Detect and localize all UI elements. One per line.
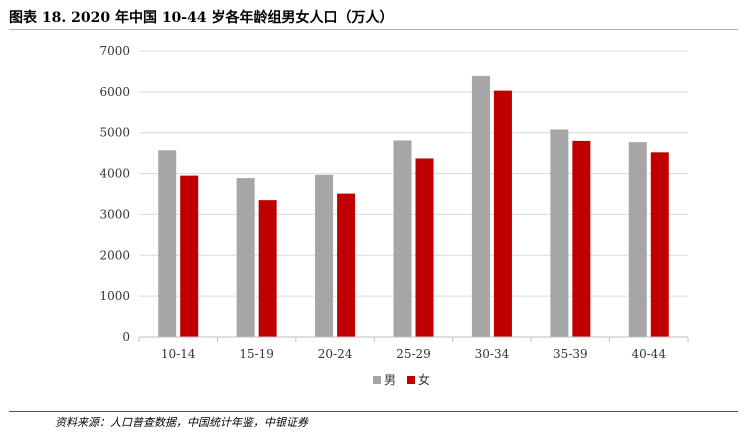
title-divider [9, 29, 738, 30]
y-tick-label: 6000 [99, 85, 130, 99]
y-tick-label: 0 [122, 330, 130, 344]
x-axis [138, 336, 689, 342]
grid-lines [139, 50, 688, 297]
y-tick-label: 2000 [99, 248, 130, 262]
y-tick-label: 7000 [99, 44, 130, 58]
x-tick-label: 25-29 [396, 347, 431, 361]
bar-female-25-29 [415, 158, 434, 337]
bar-male-35-39 [550, 129, 569, 337]
bar-male-40-44 [628, 142, 647, 337]
legend-label-male: 男 [384, 373, 396, 387]
y-tick-label: 5000 [99, 126, 130, 140]
bar-male-20-24 [315, 174, 334, 337]
x-tick-label: 35-39 [553, 347, 588, 361]
x-tick-label: 15-19 [239, 347, 274, 361]
x-tick-label: 20-24 [318, 347, 353, 361]
source-divider [9, 411, 738, 412]
y-tick-label: 4000 [99, 167, 130, 181]
bar-male-25-29 [393, 140, 412, 337]
bar-female-40-44 [650, 152, 669, 337]
legend: 男女 [373, 372, 430, 387]
y-axis-ticks: 0 1000 2000 3000 4000 5000 6000 7000 [99, 44, 130, 344]
bar-female-10-14 [180, 175, 199, 337]
bar-female-20-24 [337, 193, 356, 337]
bar-male-15-19 [236, 178, 255, 337]
y-tick-label: 1000 [99, 289, 130, 303]
bar-female-35-39 [572, 140, 591, 337]
bar-female-15-19 [258, 200, 277, 337]
chart-title: 图表 18. 2020 年中国 10-44 岁各年龄组男女人口（万人） [9, 10, 394, 26]
legend-label-female: 女 [418, 372, 430, 387]
legend-swatch-female [407, 376, 415, 384]
source-note: 资料来源：人口普查数据，中国统计年鉴，中银证券 [55, 416, 308, 429]
bar-female-30-34 [493, 90, 512, 337]
x-tick-label: 40-44 [631, 347, 666, 361]
bar-male-30-34 [471, 75, 490, 338]
legend-swatch-male [373, 376, 381, 384]
x-tick-label: 30-34 [475, 347, 510, 361]
x-axis-ticks: 10-14 15-19 20-24 25-29 30-34 35-39 40-44 [161, 347, 667, 361]
bar-male-10-14 [158, 150, 177, 337]
bars [158, 75, 669, 338]
x-tick-label: 10-14 [161, 347, 196, 361]
y-tick-label: 3000 [99, 207, 130, 221]
